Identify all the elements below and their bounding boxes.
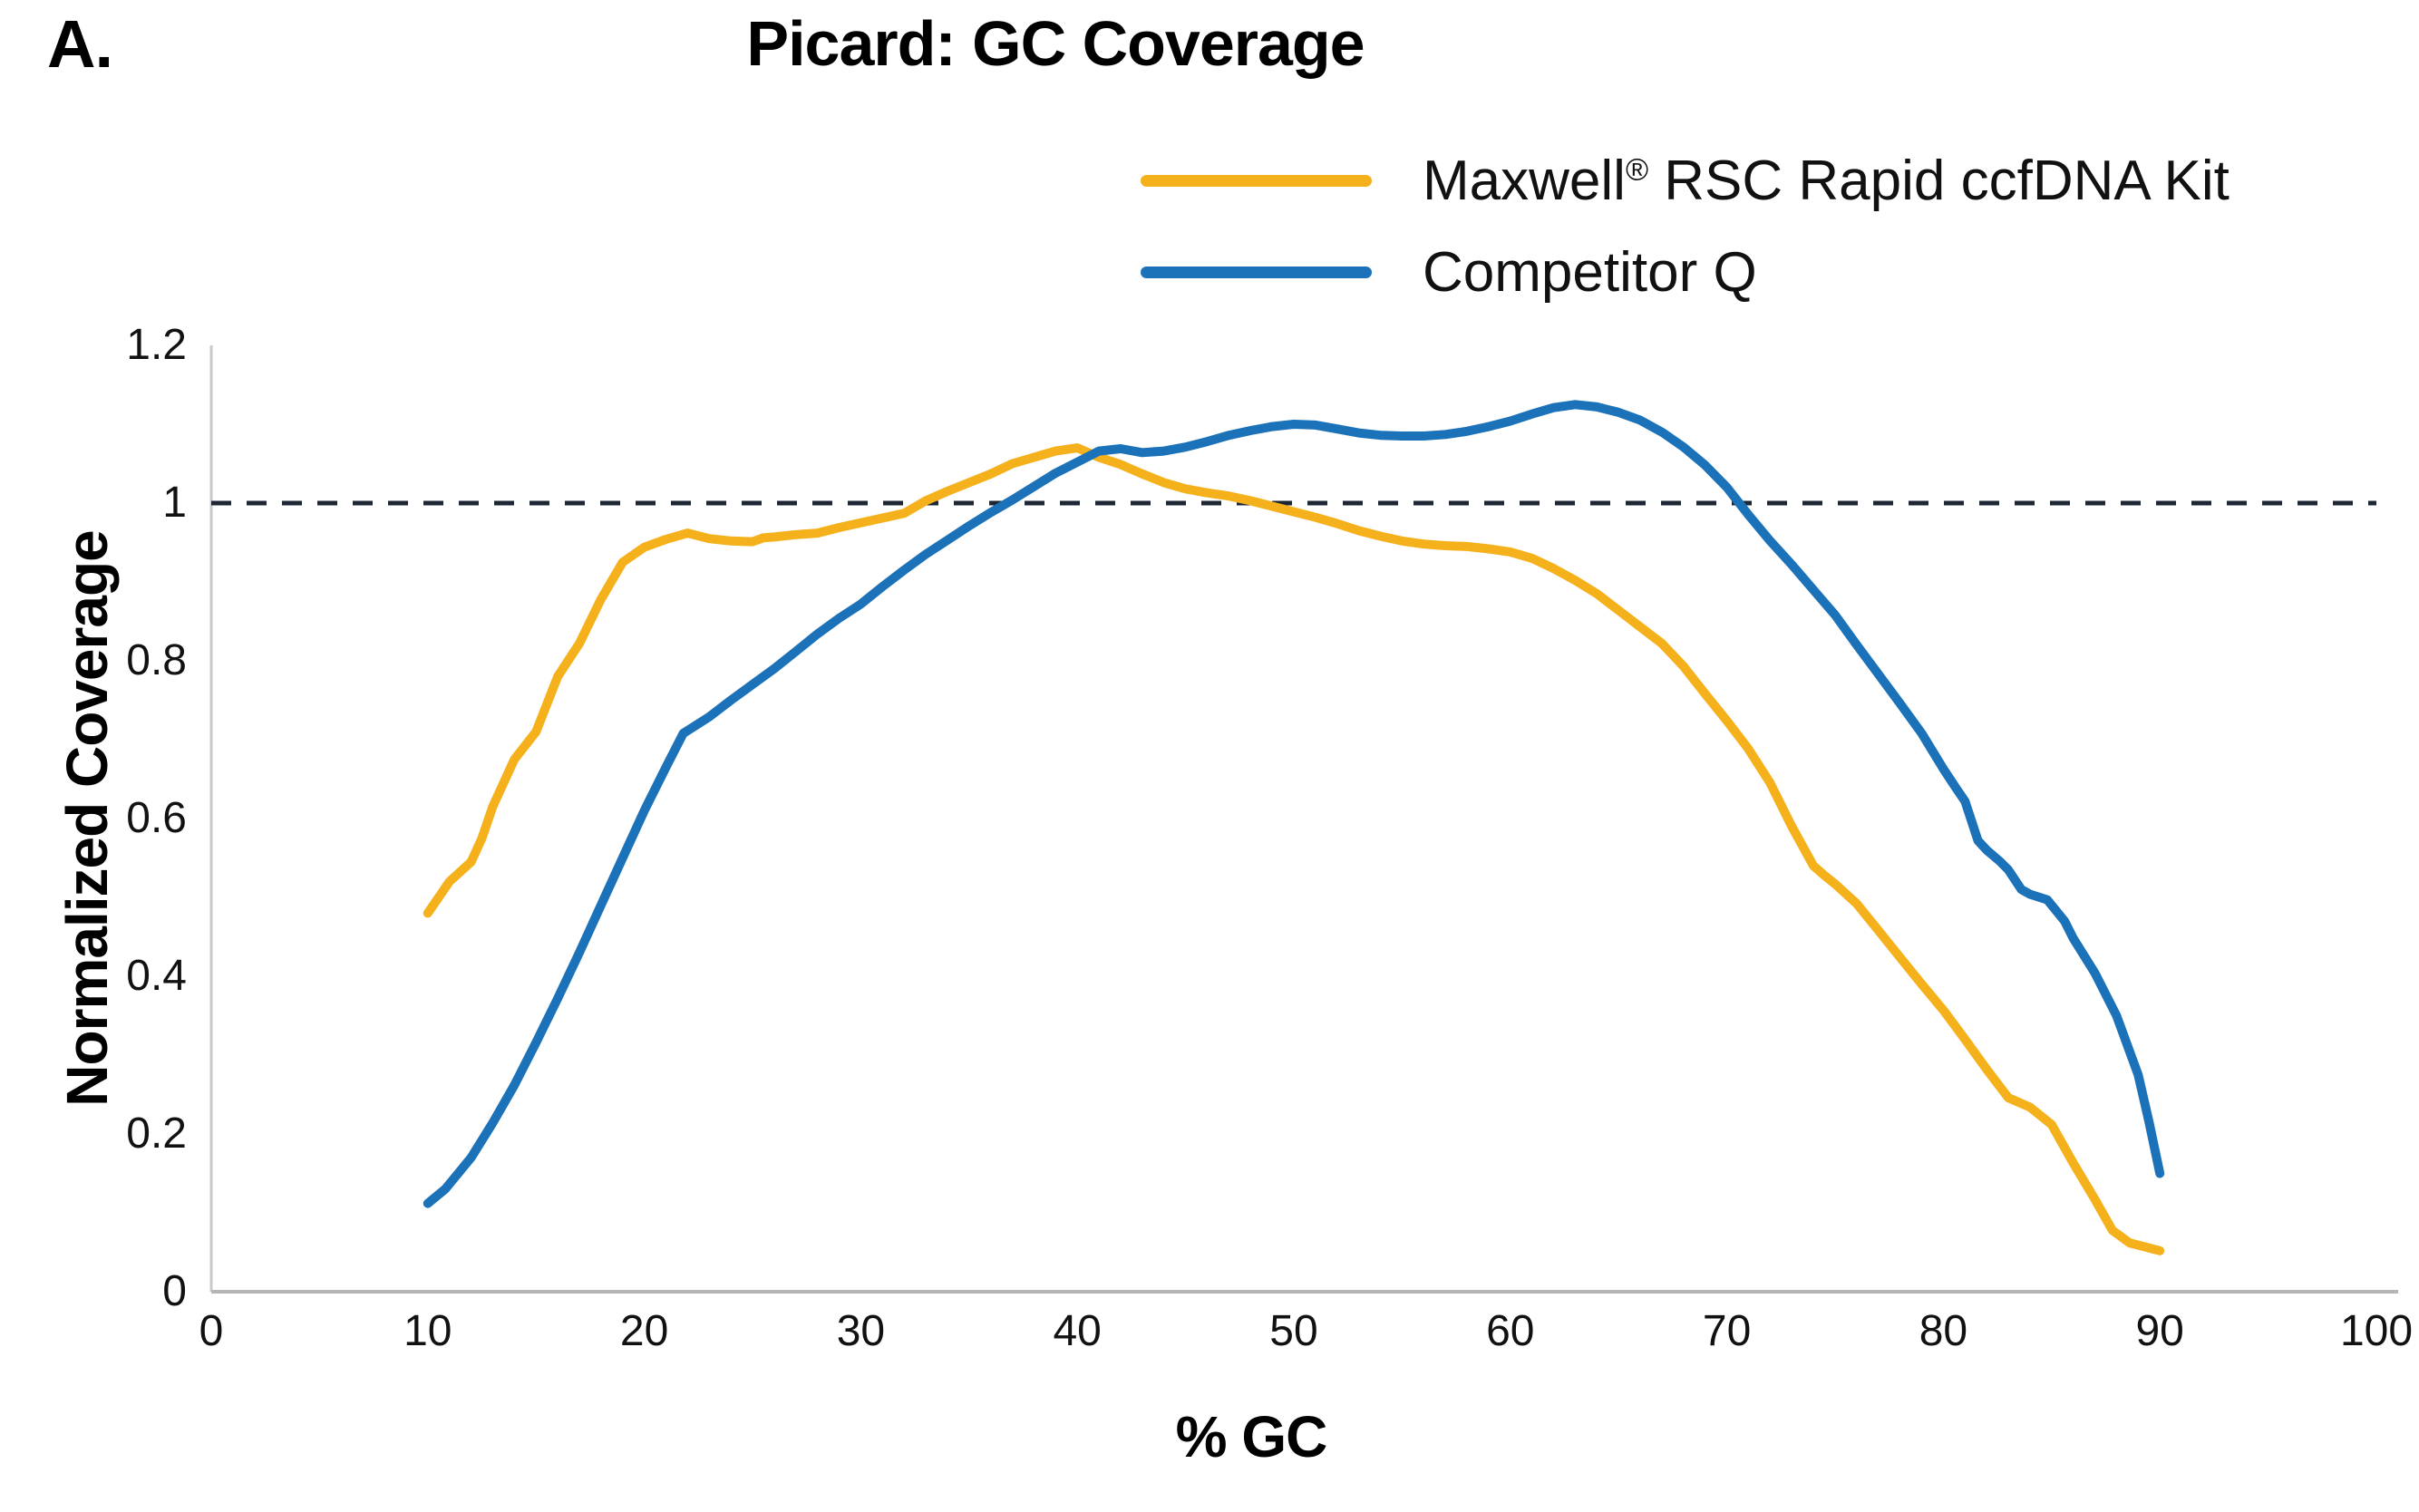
y-tick-label-0.6: 0.6 <box>126 794 187 842</box>
chart-title: Picard: GC Coverage <box>746 8 1365 79</box>
x-tick-label-0: 0 <box>199 1307 224 1355</box>
panel-label: A. <box>47 6 113 82</box>
legend-item-competitor: Competitor Q <box>1141 231 1757 313</box>
competitor-line-swatch <box>1141 266 1372 278</box>
x-axis-title: % GC <box>1175 1404 1328 1469</box>
y-tick-label-0: 0 <box>162 1267 187 1315</box>
x-tick-label-90: 90 <box>2135 1307 2184 1355</box>
legend-label-competitor: Competitor Q <box>1423 240 1757 304</box>
x-tick-label-80: 80 <box>1919 1307 1968 1355</box>
legend-label-maxwell: Maxwell® RSC Rapid ccfDNA Kit <box>1423 149 2230 212</box>
x-tick-label-20: 20 <box>619 1307 669 1355</box>
x-tick-label-100: 100 <box>2339 1307 2414 1355</box>
x-tick-label-40: 40 <box>1053 1307 1102 1355</box>
x-tick-label-70: 70 <box>1702 1307 1752 1355</box>
x-tick-label-30: 30 <box>836 1307 886 1355</box>
x-tick-label-60: 60 <box>1486 1307 1535 1355</box>
y-tick-label-0.2: 0.2 <box>126 1110 187 1158</box>
legend-item-maxwell: Maxwell® RSC Rapid ccfDNA Kit <box>1141 140 2230 221</box>
y-tick-label-1: 1 <box>162 479 187 527</box>
y-tick-label-1.2: 1.2 <box>126 321 187 369</box>
series-maxwell-line <box>423 443 2165 1255</box>
maxwell-line-swatch <box>1141 174 1372 187</box>
y-tick-label-0.4: 0.4 <box>126 952 187 1000</box>
series-competitor-line <box>423 400 2165 1208</box>
y-tick-label-0.8: 0.8 <box>126 636 187 684</box>
x-tick-label-10: 10 <box>403 1307 452 1355</box>
x-tick-label-50: 50 <box>1269 1307 1318 1355</box>
registered-trademark-symbol: ® <box>1625 151 1649 187</box>
